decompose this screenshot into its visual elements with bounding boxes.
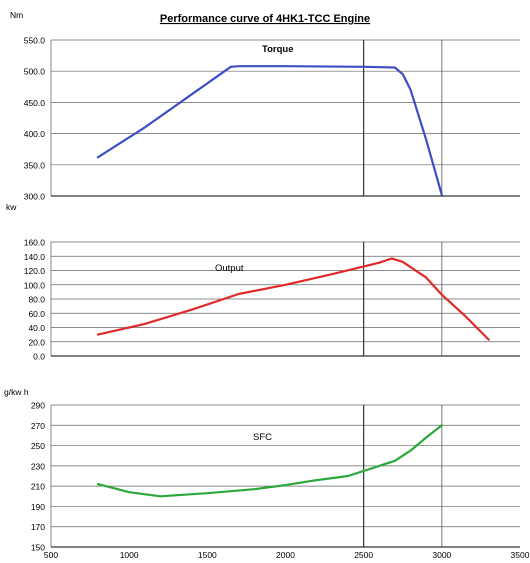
output-unit-label: kw	[6, 202, 17, 212]
sfc-unit-label: g/kw h	[4, 387, 29, 397]
output-y-tick-label: 100.0	[24, 280, 46, 290]
output-y-tick-label: 60.0	[28, 309, 45, 319]
sfc-y-tick-label: 150	[31, 543, 45, 553]
output-y-tick-label: 120.0	[24, 266, 46, 276]
sfc-series-label: SFC	[253, 432, 272, 443]
chart-title: Performance curve of 4HK1-TCC Engine	[160, 13, 370, 25]
torque-y-tick-label: 500.0	[24, 67, 46, 77]
sfc-y-tick-label: 270	[31, 421, 45, 431]
output-series-label: Output	[215, 263, 244, 274]
output-curve	[96, 257, 490, 341]
torque-y-tick-label: 300.0	[24, 192, 46, 202]
sfc-y-tick-label: 230	[31, 461, 45, 471]
torque-y-tick-label: 400.0	[24, 129, 46, 139]
sfc-y-tick-label: 250	[31, 441, 45, 451]
sfc-curve	[96, 424, 443, 498]
output-panel: 0.0 20.0 40.0 60.0 80.0 100.0 120.0 140.0 160.0 k…	[6, 202, 520, 362]
output-y-tick-label: 140.0	[24, 252, 46, 262]
torque-curve	[96, 65, 443, 196]
sfc-y-tick-label: 290	[31, 401, 45, 411]
output-y-tick-label: 20.0	[28, 337, 45, 347]
output-y-tick-label: 0.0	[33, 352, 45, 362]
sfc-y-tick-label: 210	[31, 482, 45, 492]
x-tick-label: 2500	[354, 550, 373, 560]
torque-y-tick-label: 350.0	[24, 160, 46, 170]
torque-unit-label: Nm	[10, 10, 23, 20]
output-y-tick-label: 40.0	[28, 323, 45, 333]
sfc-y-tick-label: 170	[31, 522, 45, 532]
x-tick-label: 3000	[432, 550, 451, 560]
output-y-tick-label: 160.0	[24, 238, 46, 248]
torque-y-tick-label: 450.0	[24, 98, 46, 108]
x-axis: 500 1000 1500 2000 2500 3000 3500	[44, 550, 530, 560]
torque-series-label: Torque	[262, 44, 294, 55]
torque-panel: 300.0 350.0 400.0 450.0 500.0 550.0 Nm Torque	[10, 10, 520, 202]
x-tick-label: 1500	[198, 550, 217, 560]
x-tick-label: 2000	[276, 550, 295, 560]
output-y-tick-label: 80.0	[28, 295, 45, 305]
sfc-y-tick-label: 190	[31, 502, 45, 512]
x-tick-label: 1000	[120, 550, 139, 560]
x-tick-label: 500	[44, 550, 58, 560]
torque-y-tick-label: 550.0	[24, 36, 46, 46]
x-tick-label: 3500	[511, 550, 530, 560]
